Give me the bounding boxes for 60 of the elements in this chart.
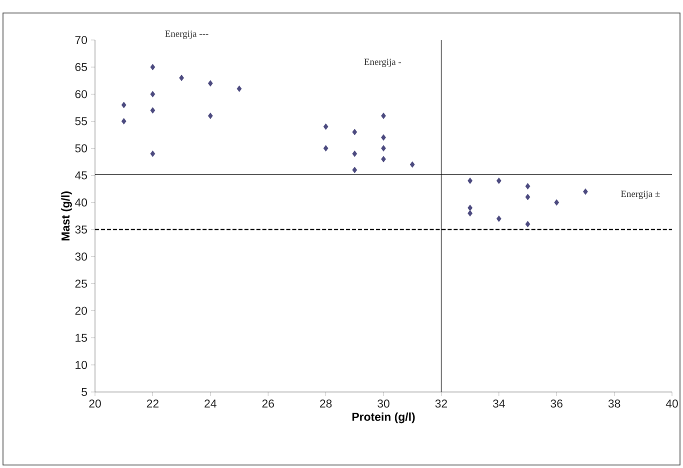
x-tick-label: 20 bbox=[89, 400, 101, 408]
y-tick-label: 60 bbox=[75, 90, 88, 98]
point bbox=[468, 178, 473, 184]
y-tick-label: 5 bbox=[82, 388, 87, 396]
x-tick-label: 36 bbox=[550, 400, 562, 408]
point bbox=[468, 204, 473, 212]
x-tick-label: 24 bbox=[204, 400, 216, 408]
point bbox=[410, 161, 415, 168]
x-tick-label: 34 bbox=[492, 400, 505, 408]
x-tick-label: 22 bbox=[146, 400, 158, 408]
x-tick-label: 28 bbox=[320, 400, 332, 408]
point bbox=[381, 145, 386, 152]
x-tick-label: 38 bbox=[608, 400, 620, 408]
point bbox=[496, 178, 502, 184]
y-tick-label: 65 bbox=[75, 63, 87, 72]
point bbox=[208, 80, 213, 87]
point bbox=[352, 166, 358, 174]
point bbox=[179, 74, 184, 82]
point bbox=[381, 134, 386, 141]
point bbox=[121, 118, 126, 124]
y-tick-label: 30 bbox=[75, 252, 88, 261]
x-tick-label: 30 bbox=[378, 400, 390, 408]
point bbox=[496, 216, 502, 222]
point bbox=[121, 102, 126, 108]
point bbox=[583, 188, 588, 195]
point bbox=[352, 150, 358, 157]
y-tick-label: 50 bbox=[75, 144, 88, 152]
point bbox=[150, 64, 156, 70]
point bbox=[554, 199, 560, 206]
point bbox=[150, 90, 156, 98]
point bbox=[323, 145, 328, 152]
x-tick-label: 32 bbox=[435, 400, 447, 408]
annotation: Energija ± bbox=[620, 190, 660, 200]
point bbox=[150, 107, 156, 114]
point bbox=[150, 150, 156, 157]
y-tick-label: 15 bbox=[76, 334, 87, 342]
x-axis-title: Protein (g/l) bbox=[352, 412, 415, 424]
y-tick-label: 20 bbox=[75, 306, 88, 315]
point bbox=[468, 210, 473, 216]
point bbox=[381, 156, 386, 162]
y-tick-label: 35 bbox=[75, 225, 87, 234]
x-tick-label: 26 bbox=[262, 400, 274, 408]
x-tick-label: 40 bbox=[666, 400, 678, 408]
point bbox=[525, 194, 530, 200]
text: Energija --- bbox=[165, 30, 208, 39]
y-tick-label: 45 bbox=[75, 171, 87, 180]
y-axis-title: Mast (g/l) bbox=[61, 191, 72, 240]
y-tick-label: 40 bbox=[75, 198, 88, 207]
point bbox=[352, 128, 358, 136]
y-tick-label: 25 bbox=[75, 280, 87, 288]
point bbox=[525, 183, 530, 190]
y-tick-label: 70 bbox=[75, 36, 88, 44]
point bbox=[323, 123, 328, 130]
point bbox=[381, 112, 386, 120]
y-tick-label: 10 bbox=[76, 360, 88, 369]
annotation: Energija - bbox=[364, 58, 402, 68]
y-tick-label: 55 bbox=[75, 117, 87, 126]
point bbox=[236, 86, 242, 92]
point bbox=[208, 112, 213, 120]
point bbox=[525, 220, 530, 228]
